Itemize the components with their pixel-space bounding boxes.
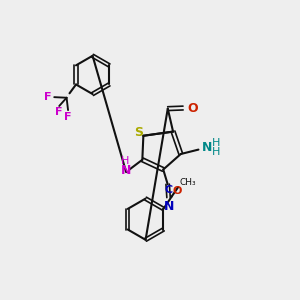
Text: N: N <box>164 200 174 213</box>
Text: H: H <box>212 147 220 157</box>
Text: C: C <box>164 185 172 195</box>
Text: F: F <box>44 92 52 102</box>
Text: F: F <box>64 112 72 122</box>
Text: H: H <box>122 156 130 166</box>
Text: H: H <box>212 138 220 148</box>
Text: S: S <box>134 126 143 139</box>
Text: N: N <box>121 164 131 177</box>
Text: CH₃: CH₃ <box>179 178 196 187</box>
Text: N: N <box>202 141 212 154</box>
Text: O: O <box>188 101 198 115</box>
Text: O: O <box>172 186 182 196</box>
Text: F: F <box>55 107 62 118</box>
